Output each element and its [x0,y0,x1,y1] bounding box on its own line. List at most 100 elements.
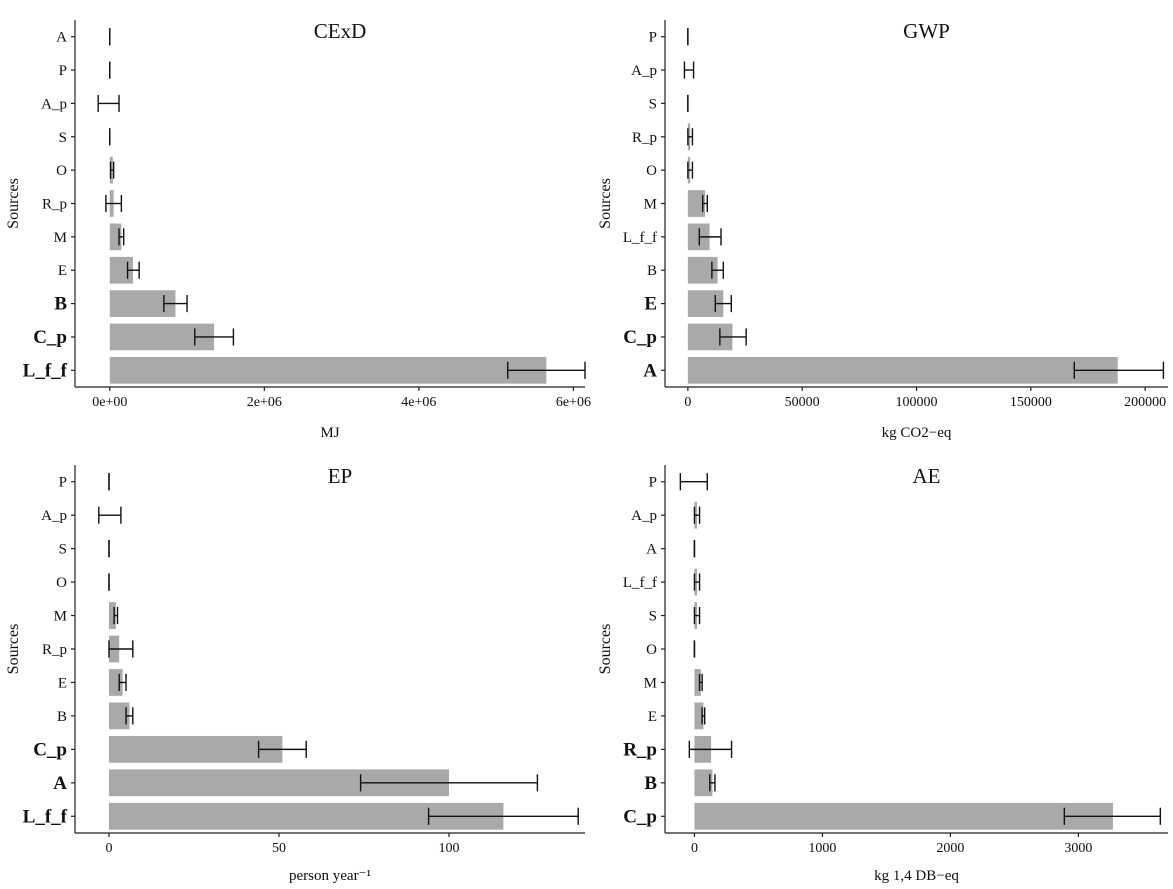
x-tick-label: 150000 [1010,395,1052,410]
bar-m [687,190,706,217]
error-bar [701,707,706,725]
x-axis-label: kg 1,4 DB−eq [874,868,959,884]
y-tick-label: A [646,542,657,558]
x-tick-label: 2000 [936,841,964,856]
y-tick-label: A [643,360,657,381]
x-tick-label: 2e+06 [247,395,282,410]
x-tick-label: 100000 [896,395,938,410]
y-axis-label: Sources [597,178,614,229]
chart-title: EP [328,464,353,488]
y-tick-label: M [54,609,67,625]
x-axis-label: MJ [320,425,339,441]
chart-panel-gwp: GWP P A_p S R_p O M L_f_f BE C_p A 0 50000 100000 1500… [597,19,1168,441]
error-bar [163,295,188,313]
x-tick-label: 3000 [1064,841,1092,856]
error-bar [688,740,733,758]
y-tick-label: P [649,475,657,491]
x-tick-label: 0 [684,395,691,410]
y-tick-label: S [649,96,657,112]
y-tick-label: S [59,130,67,146]
x-tick-label: 4e+06 [401,395,436,410]
y-tick-label: O [646,163,657,179]
y-tick-label: A [53,773,67,794]
y-tick-label: C_p [623,806,657,827]
error-bar [719,328,747,346]
y-tick-label: O [56,575,67,591]
bar-m [109,223,122,251]
error-bar [693,573,701,591]
y-tick-label: L_f_f [623,230,657,246]
y-tick-label: B [57,709,67,725]
y-tick-label: C_p [33,739,67,760]
y-tick-label: C_p [623,327,657,348]
y-tick-label: O [56,163,67,179]
chart-title: CExD [314,19,367,43]
y-tick-label: A_p [41,508,67,524]
bar-m [109,602,116,629]
error-bar [105,194,123,213]
error-bar [125,707,134,725]
chart-panel-ep: EP P A_p S O M R_p E B C_p A L_f_f 0 50 100 person year… [5,464,585,884]
y-tick-label: A [56,30,67,46]
y-tick-label: R_p [42,642,67,658]
y-tick-label: O [646,642,657,658]
error-bar [702,194,708,213]
error-bar [714,295,733,313]
y-tick-label: E [648,709,657,725]
x-tick-label: 0e+00 [92,395,127,410]
y-tick-label: M [644,197,657,213]
y-tick-label: A_p [631,63,657,79]
bar-b [694,769,713,797]
y-tick-label: E [58,263,67,279]
y-tick-label: L_f_f [623,575,657,591]
error-bar [108,640,134,658]
error-bar [1073,361,1165,379]
x-tick-label: 0 [106,841,113,856]
error-bar [118,673,127,692]
x-axis-label: person year⁻¹ [289,868,371,884]
error-bar [126,261,140,279]
error-bar [687,161,694,179]
error-bar [679,473,708,491]
y-tick-label: M [644,675,657,691]
y-tick-label: M [54,230,67,246]
y-tick-label: L_f_f [23,806,68,827]
error-bar [118,228,125,246]
x-tick-label: 100 [439,841,460,856]
y-tick-label: R_p [632,130,657,146]
y-tick-label: R_p [42,197,67,213]
error-bar [1063,807,1162,825]
chart-panel-ae: AE P A_p A L_f_f S O M E R_p B C_p 0 1000 2000 3000 kg 1… [597,464,1168,884]
y-tick-label: A_p [41,96,67,112]
error-bar [109,161,115,179]
y-tick-label: L_f_f [23,360,68,381]
bar-c-p [694,802,1113,830]
error-bar [693,506,701,524]
error-bar [687,128,694,146]
bar-l-f-f [109,356,547,384]
y-tick-label: P [59,475,67,491]
error-bar [113,606,119,625]
y-tick-label: E [58,675,67,691]
x-tick-label: 1000 [808,841,836,856]
y-tick-label: B [647,263,657,279]
x-tick-label: 50000 [785,395,820,410]
y-tick-label: E [644,294,657,315]
error-bar [711,261,725,279]
y-tick-label: S [59,542,67,558]
bar-c-p [109,735,283,763]
y-tick-label: C_p [33,327,67,348]
error-bar [97,94,120,112]
error-bar [698,228,722,246]
error-bar [698,673,703,692]
chart-panel-cexd: CExD A P A_p S O R_p M EB C_p L_f_f 0e+00 2e+06 4e+06… [5,19,591,441]
y-tick-label: B [644,773,657,794]
bar-e [694,702,704,730]
x-tick-label: 0 [691,841,698,856]
error-bar [359,774,539,792]
y-tick-label: B [54,294,67,315]
y-tick-label: P [59,63,67,79]
y-axis-label: Sources [5,178,22,229]
error-bar [683,61,695,79]
